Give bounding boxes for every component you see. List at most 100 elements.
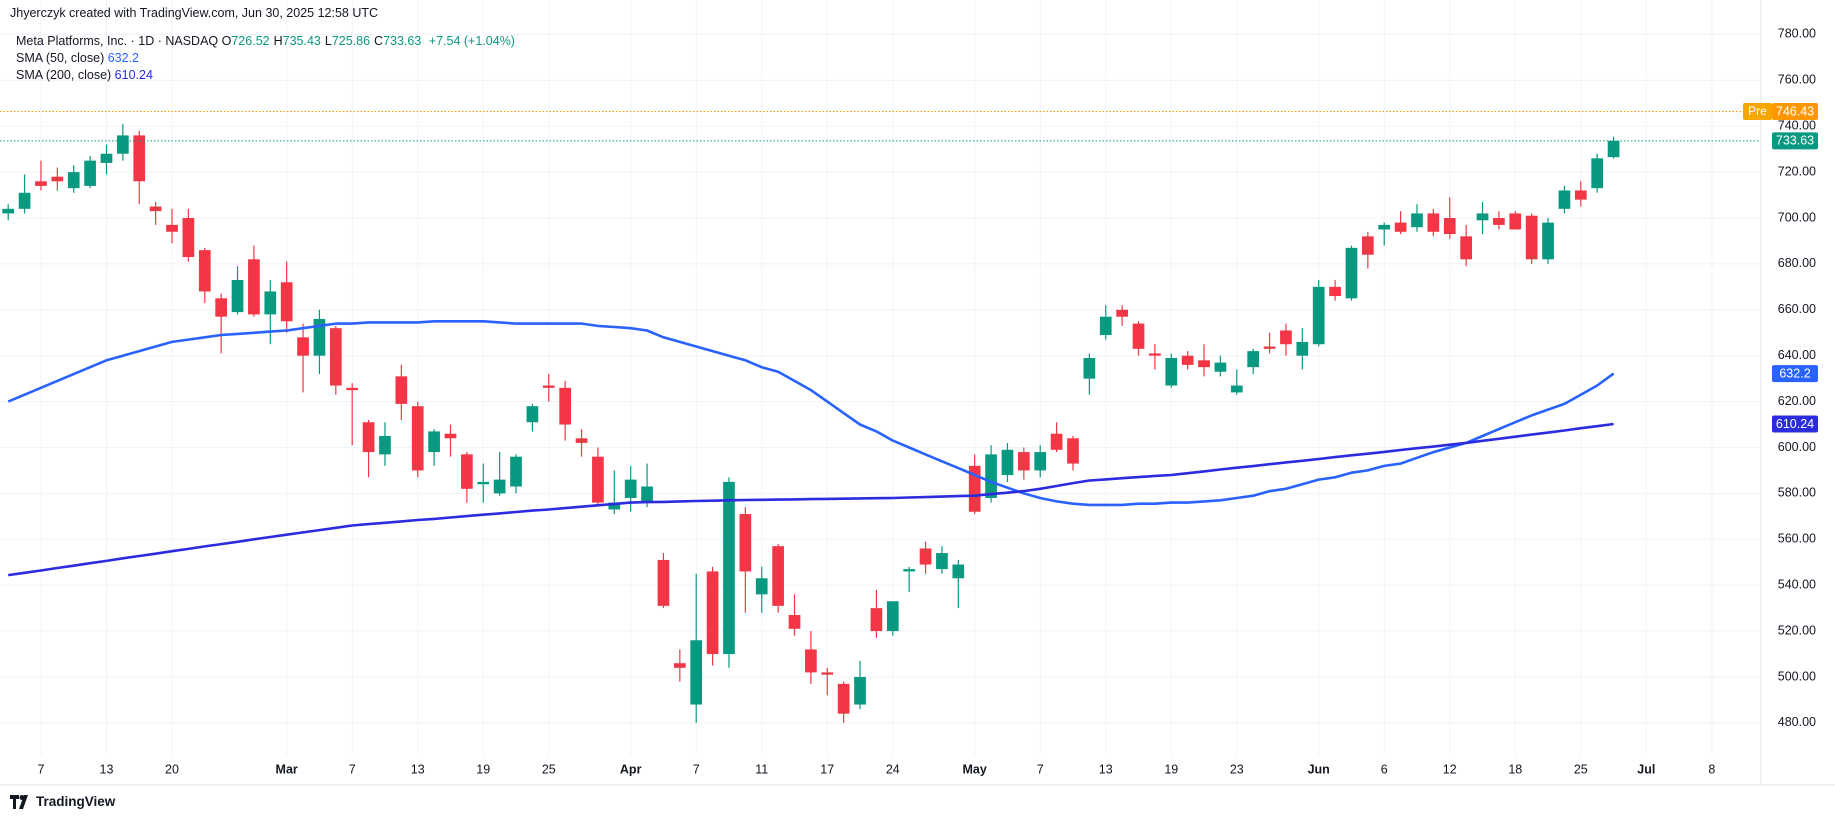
candle-body (1230, 385, 1243, 393)
candle-body (133, 135, 146, 182)
candle-body (297, 337, 309, 356)
candle-body (870, 608, 883, 632)
x-tick-label: 25 (542, 762, 556, 776)
candle-body (1361, 236, 1374, 255)
candle-body (280, 282, 293, 322)
y-tick-label: 560.00 (1778, 532, 1816, 546)
candle-body (117, 135, 129, 154)
candle-body (690, 640, 703, 705)
candle-body (379, 436, 391, 455)
candle-body (657, 559, 670, 606)
candle-body (248, 259, 260, 315)
last-price-bg (1772, 132, 1818, 150)
candle-body (1607, 140, 1620, 158)
candle-body (1149, 353, 1161, 356)
candle-body (35, 181, 47, 186)
x-tick-label: 13 (100, 762, 114, 776)
candle-body (837, 683, 850, 714)
ohlc-value: 735.43 (282, 34, 321, 48)
candle-body (428, 431, 440, 453)
candle-body (362, 422, 375, 453)
x-tick-label: 24 (886, 762, 900, 776)
candle-body (1050, 433, 1063, 450)
candle-body (968, 465, 981, 512)
x-tick-label: 7 (349, 762, 356, 776)
candle-body (1312, 286, 1325, 345)
candle-body (575, 438, 588, 443)
candle-body (329, 328, 342, 386)
candle-body (149, 206, 162, 212)
candle-body (1296, 341, 1309, 356)
candle-body (1099, 316, 1112, 336)
candle-body (100, 153, 113, 163)
candle-body (166, 224, 178, 232)
candle-body (1181, 355, 1194, 365)
y-tick-label: 540.00 (1778, 577, 1816, 591)
x-tick-label: 12 (1443, 762, 1457, 776)
candle-body (886, 601, 899, 632)
y-tick-label: 620.00 (1778, 394, 1816, 408)
sma-name: SMA (50, close) (16, 51, 105, 65)
grid (0, 0, 1761, 755)
x-tick-label: May (963, 762, 987, 776)
candle-body (788, 615, 801, 629)
candle-body (84, 160, 96, 186)
x-tick-label: 11 (755, 762, 768, 776)
candle-body (1132, 323, 1145, 349)
candle-body (51, 176, 64, 182)
candle-body (1247, 351, 1260, 368)
candle-body (461, 454, 473, 489)
sma-line (7, 320, 1615, 507)
y-tick-label: 780.00 (1778, 27, 1816, 41)
candle-body (673, 663, 686, 668)
y-tick-label: 500.00 (1778, 669, 1816, 683)
candle-body (952, 564, 965, 579)
candle-body (2, 208, 15, 214)
sma-price-bg (1772, 365, 1818, 383)
candle-body (903, 569, 916, 572)
candle-body (1591, 158, 1604, 189)
plot (0, 110, 1761, 723)
candle-body (1329, 286, 1341, 297)
symbol-legend: Meta Platforms, Inc. · 1D · NASDAQ O726.… (16, 33, 515, 49)
candle-body (1509, 213, 1522, 230)
candle-body (821, 672, 834, 675)
x-tick-label: Apr (620, 762, 642, 776)
candle-body (1378, 224, 1391, 230)
y-tick-label: 480.00 (1778, 715, 1816, 729)
candle-body (1001, 449, 1014, 476)
candle-body (231, 279, 244, 313)
candle-body (1411, 213, 1423, 228)
sma-price: 610.24 (1776, 417, 1814, 431)
sma-name: SMA (200, close) (16, 68, 112, 82)
candle-body (1083, 357, 1096, 379)
x-tick-label: 19 (476, 762, 490, 776)
candle-body (264, 291, 277, 315)
candle-body (772, 546, 784, 606)
last-price: 733.63 (1776, 134, 1814, 148)
ohlc-value: 725.86 (331, 34, 371, 48)
candle-body (1165, 357, 1178, 386)
candle-body (755, 578, 768, 595)
candle-body (1443, 218, 1456, 235)
candle-body (919, 548, 932, 565)
footer: TradingView (10, 794, 115, 809)
x-tick-label: 17 (820, 762, 834, 776)
y-tick-label: 640.00 (1778, 348, 1816, 362)
sma-line (8, 422, 1614, 577)
x-tick-label: 13 (1099, 762, 1113, 776)
sma-price-bg (1772, 415, 1818, 433)
candle-body (1493, 218, 1505, 225)
premarket-price: 746.43 (1776, 104, 1814, 118)
candle-body (198, 250, 211, 292)
y-tick-label: 520.00 (1778, 623, 1816, 637)
y-tick-label: 660.00 (1778, 302, 1816, 316)
sma-value: 632.2 (107, 51, 139, 65)
candle-body (1525, 215, 1538, 260)
candle-body (346, 387, 359, 391)
x-tick-label: 23 (1230, 762, 1244, 776)
ohlc: O726.52 H735.43 L725.86 C733.63 (222, 34, 426, 48)
y-tick-label: 700.00 (1778, 210, 1816, 224)
candle-body (592, 456, 604, 503)
